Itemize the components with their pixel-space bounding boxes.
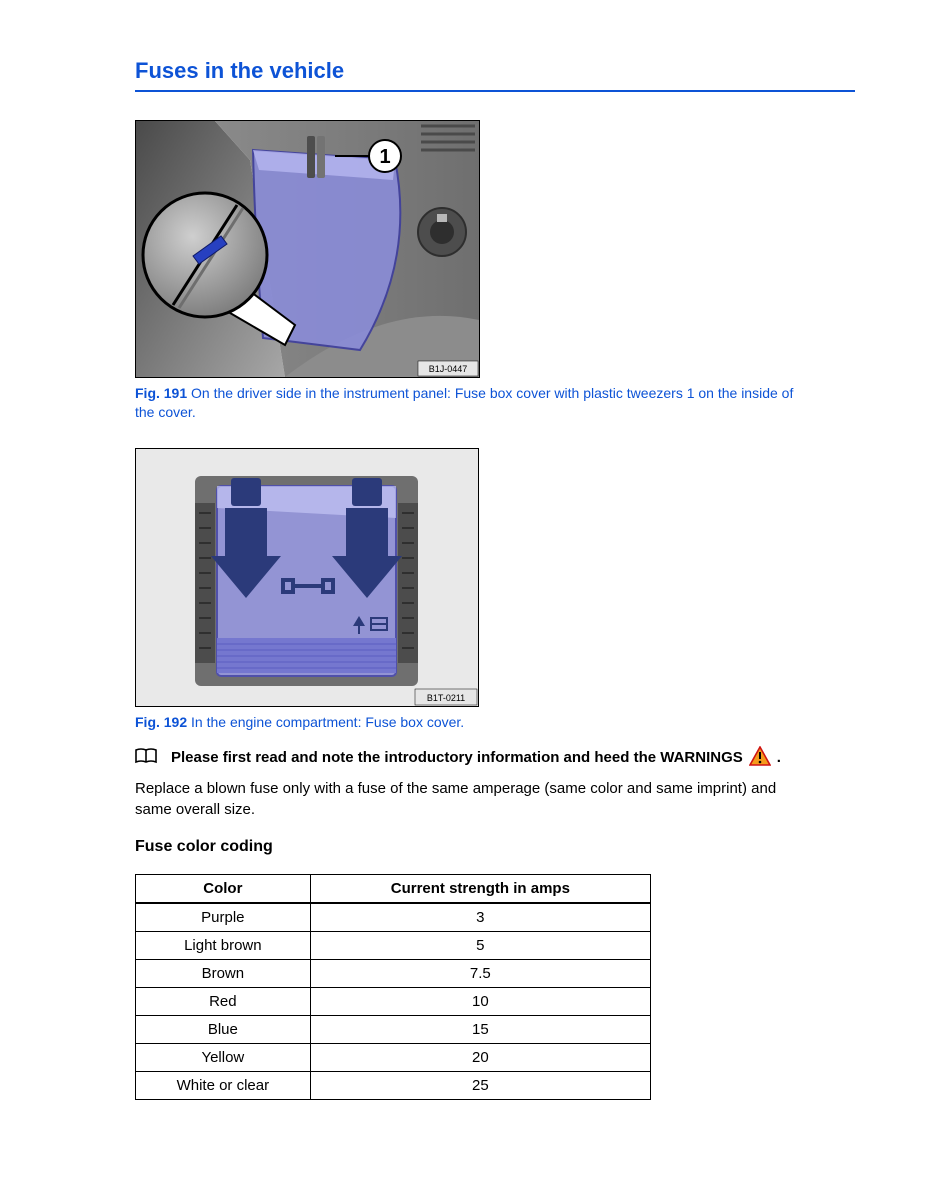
table-cell-color: Blue bbox=[136, 1015, 311, 1043]
read-warnings-note: Please first read and note the introduct… bbox=[135, 746, 827, 770]
table-cell-amps: 25 bbox=[310, 1071, 650, 1099]
replace-fuse-instruction: Replace a blown fuse only with a fuse of… bbox=[135, 778, 815, 820]
table-cell-color: White or clear bbox=[136, 1071, 311, 1099]
table-cell-amps: 10 bbox=[310, 987, 650, 1015]
callout-number: 1 bbox=[379, 146, 390, 168]
note-prefix-text: Please first read and note the introduct… bbox=[171, 749, 743, 766]
table-cell-color: Brown bbox=[136, 959, 311, 987]
table-cell-amps: 3 bbox=[310, 903, 650, 932]
figure-label: Fig. 192 bbox=[135, 714, 187, 730]
table-cell-amps: 20 bbox=[310, 1043, 650, 1071]
engine-fusebox-illustration: B1T-0211 bbox=[135, 448, 479, 707]
note-suffix-text: . bbox=[777, 749, 781, 766]
table-row: White or clear 25 bbox=[136, 1071, 651, 1099]
table-row: Brown 7.5 bbox=[136, 959, 651, 987]
figure-caption-text: On the driver side in the instrument pan… bbox=[135, 385, 793, 420]
figure-191-caption: Fig. 191 On the driver side in the instr… bbox=[135, 384, 815, 422]
table-cell-color: Light brown bbox=[136, 931, 311, 959]
warning-triangle-icon bbox=[749, 746, 771, 770]
figure-label: Fig. 191 bbox=[135, 385, 187, 401]
table-header-color: Color bbox=[136, 874, 311, 903]
title-rule bbox=[135, 90, 855, 92]
figure-192-caption: Fig. 192 In the engine compartment: Fuse… bbox=[135, 713, 815, 732]
table-cell-color: Yellow bbox=[136, 1043, 311, 1071]
table-row: Light brown 5 bbox=[136, 931, 651, 959]
figure-caption-text: In the engine compartment: Fuse box cove… bbox=[187, 714, 464, 730]
manual-page: Fuses in the vehicle bbox=[0, 0, 927, 1200]
table-row: Yellow 20 bbox=[136, 1043, 651, 1071]
figure-191: 1 B1J-0447 bbox=[135, 120, 827, 378]
figure-ref-tag: B1J-0447 bbox=[429, 364, 468, 374]
table-row: Blue 15 bbox=[136, 1015, 651, 1043]
table-row: Red 10 bbox=[136, 987, 651, 1015]
table-header-amps: Current strength in amps bbox=[310, 874, 650, 903]
book-icon bbox=[135, 748, 157, 768]
table-row: Purple 3 bbox=[136, 903, 651, 932]
section-title: Fuses in the vehicle bbox=[135, 58, 827, 84]
table-cell-color: Red bbox=[136, 987, 311, 1015]
figure-ref-tag: B1T-0211 bbox=[427, 693, 465, 703]
table-cell-amps: 7.5 bbox=[310, 959, 650, 987]
figure-192: B1T-0211 bbox=[135, 448, 827, 707]
fuse-color-table: Color Current strength in amps Purple 3 … bbox=[135, 874, 651, 1100]
table-cell-amps: 15 bbox=[310, 1015, 650, 1043]
fuse-box-cover-illustration: 1 B1J-0447 bbox=[135, 120, 480, 378]
fuse-color-coding-heading: Fuse color coding bbox=[135, 838, 827, 856]
table-header-row: Color Current strength in amps bbox=[136, 874, 651, 903]
table-cell-amps: 5 bbox=[310, 931, 650, 959]
table-cell-color: Purple bbox=[136, 903, 311, 932]
